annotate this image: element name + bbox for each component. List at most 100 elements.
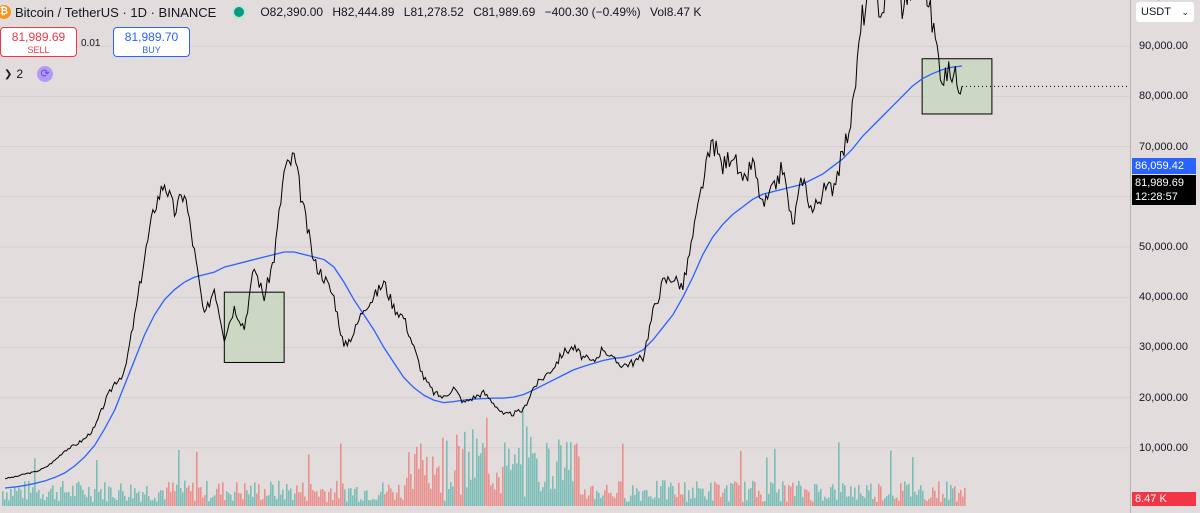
volume-bar	[10, 489, 12, 506]
volume-bar	[214, 495, 216, 506]
volume-bar	[828, 497, 830, 506]
price-scale[interactable]: 110,000.00100,000.0090,000.0080,000.0070…	[1130, 0, 1200, 513]
volume-bar	[120, 483, 122, 506]
volume-bar	[140, 501, 142, 506]
sell-label: SELL	[27, 45, 50, 55]
volume-bar	[876, 501, 878, 506]
volume-bar	[340, 443, 342, 506]
volume-bar	[700, 488, 702, 506]
chart-area[interactable]: ₿ Bitcoin / TetherUS · 1D · BINANCE O82,…	[0, 0, 1130, 513]
volume-bar	[850, 486, 852, 506]
volume-bar	[628, 501, 630, 506]
volume-bar	[60, 487, 62, 506]
volume-bar	[8, 500, 10, 506]
bitcoin-icon[interactable]: ₿	[0, 5, 11, 19]
buy-button[interactable]: 81,989.70 BUY	[113, 27, 190, 57]
volume-bar	[282, 489, 284, 506]
volume-bar	[754, 482, 756, 506]
volume-bar	[602, 495, 604, 506]
volume-bar	[90, 496, 92, 506]
currency-selector[interactable]: USDT ⌄	[1136, 2, 1194, 22]
volume-bar	[344, 489, 346, 506]
volume-bar	[780, 501, 782, 506]
volume-bar	[94, 489, 96, 506]
volume-bar	[674, 494, 676, 506]
volume-bar	[812, 501, 814, 506]
volume-bar	[16, 491, 18, 506]
volume-bar	[906, 485, 908, 506]
volume-bar	[526, 426, 528, 506]
volume-bar	[796, 485, 798, 506]
price-tick-label: 50,000.00	[1139, 241, 1188, 253]
volume-bar	[726, 485, 728, 506]
volume-bar	[506, 465, 508, 506]
sell-button[interactable]: 81,989.69 SELL	[0, 27, 77, 57]
market-status-icon[interactable]	[232, 5, 247, 19]
volume-bar	[220, 494, 222, 506]
volume-bar	[278, 480, 280, 506]
volume-bar	[420, 443, 422, 506]
volume-bar	[660, 486, 662, 506]
volume-bar	[742, 501, 744, 506]
volume-bar	[92, 501, 94, 506]
volume-bar	[672, 486, 674, 506]
volume-bar	[384, 494, 386, 506]
volume-bar	[522, 407, 524, 506]
volume-bar	[398, 484, 400, 506]
volume-bar	[744, 481, 746, 506]
volume-bar	[800, 485, 802, 506]
volume-bar	[888, 494, 890, 506]
volume-bar	[474, 477, 476, 506]
volume-bar	[678, 482, 680, 506]
volume-bar	[386, 491, 388, 506]
chevron-down-icon[interactable]: ❯	[4, 68, 13, 80]
volume-bar	[928, 499, 930, 506]
last-price-value: 81,989.69	[1135, 177, 1184, 189]
volume-bar	[944, 497, 946, 506]
volume-bar	[408, 452, 410, 506]
volume-bar	[342, 483, 344, 506]
volume-bar	[454, 470, 456, 506]
price-chart[interactable]	[0, 0, 1130, 513]
volume-bar	[758, 490, 760, 506]
volume-bar	[404, 485, 406, 506]
volume-bar	[894, 498, 896, 506]
price-tick-label: 70,000.00	[1139, 140, 1188, 153]
volume-bar	[446, 440, 448, 506]
volume-bar	[24, 481, 26, 506]
volume-bar	[790, 486, 792, 506]
volume-bar	[852, 496, 854, 506]
sync-icon[interactable]: ⟳	[37, 66, 54, 82]
volume-bar	[244, 483, 246, 506]
price-tick-label: 10,000.00	[1139, 441, 1188, 454]
volume-bar	[178, 450, 180, 506]
volume-bar	[750, 488, 752, 506]
volume-bar	[844, 485, 846, 506]
volume-bar	[572, 481, 574, 506]
volume-bar	[246, 490, 248, 506]
volume-bar	[418, 468, 420, 506]
volume-bar	[296, 485, 298, 506]
volume-bar	[222, 482, 224, 506]
volume-bar	[508, 448, 510, 506]
volume-bar	[152, 500, 154, 506]
volume-bar	[248, 494, 250, 506]
volume-bar	[452, 486, 454, 506]
volume-bar	[128, 496, 130, 506]
volume-bar	[200, 487, 202, 506]
volume-bar	[534, 452, 536, 506]
volume-bar	[770, 482, 772, 506]
volume-bar	[394, 499, 396, 506]
symbol-title[interactable]: Bitcoin / TetherUS · 1D · BINANCE	[15, 4, 217, 20]
volume-bar	[466, 487, 468, 506]
volume-bar	[316, 491, 318, 506]
volume-bar	[716, 483, 718, 506]
volume-bar	[100, 489, 102, 506]
indicators-toggle[interactable]: ❯ 2 ⟳	[4, 66, 54, 82]
price-tick-label: 100,000.00	[1139, 0, 1194, 2]
volume-bar	[814, 484, 816, 506]
volume-bar	[190, 490, 192, 506]
symbol-legend: ₿ Bitcoin / TetherUS · 1D · BINANCE O82,…	[0, 2, 707, 22]
volume-bar	[158, 492, 160, 506]
volume-bar	[582, 494, 584, 506]
